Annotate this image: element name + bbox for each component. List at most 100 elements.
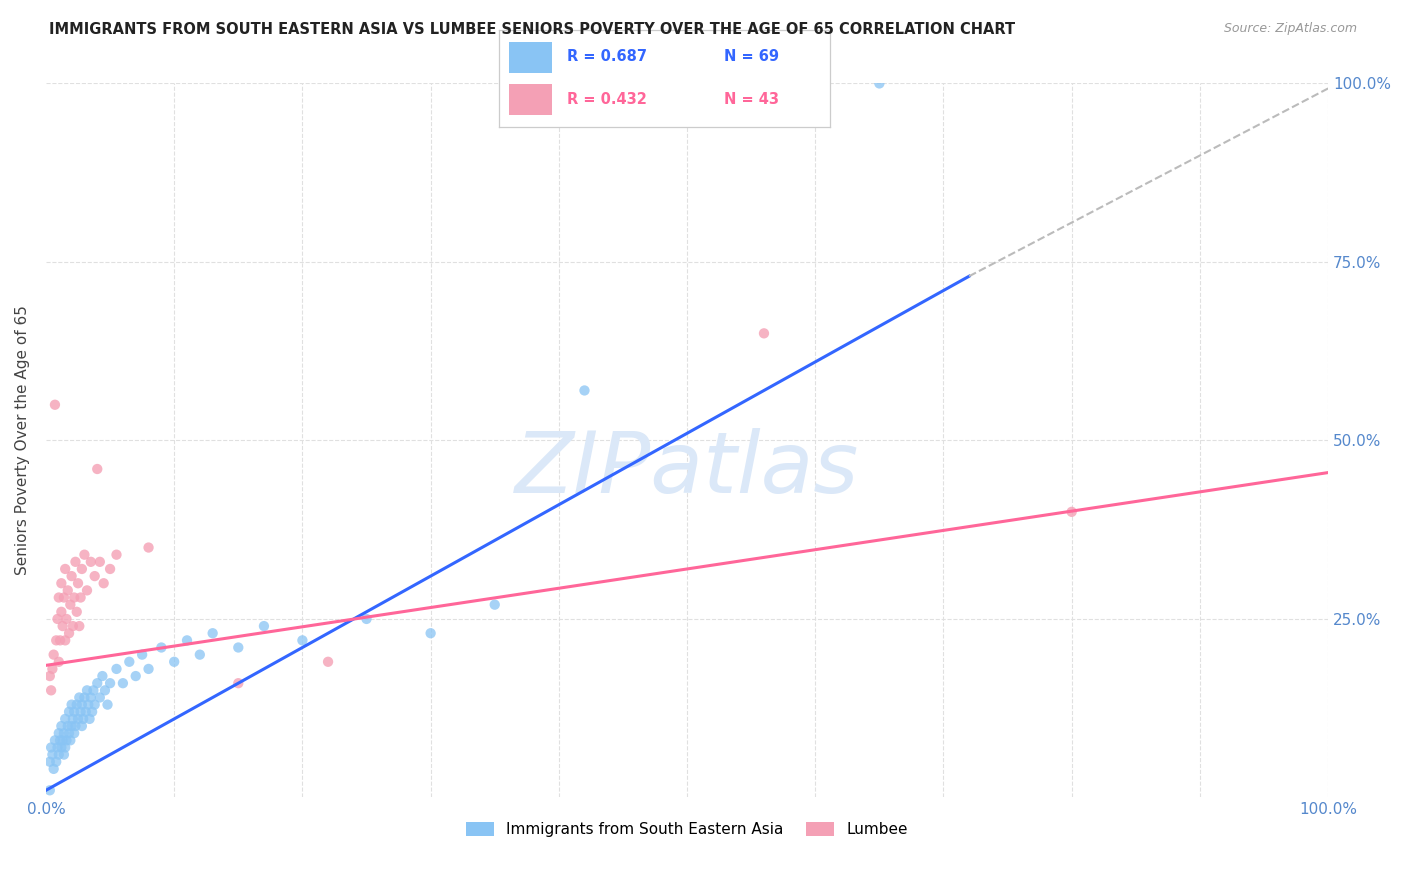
Point	[60, 719, 83, 733]
Point	[66, 576, 89, 591]
Point	[63, 591, 86, 605]
Point	[52, 733, 75, 747]
Y-axis label: Seniors Poverty Over the Age of 65: Seniors Poverty Over the Age of 65	[15, 305, 30, 575]
Point	[94, 683, 117, 698]
Point	[80, 690, 103, 705]
Point	[39, 683, 62, 698]
Point	[1060, 505, 1083, 519]
Point	[163, 655, 186, 669]
Point	[59, 598, 82, 612]
Point	[65, 555, 87, 569]
Point	[49, 633, 72, 648]
Point	[38, 669, 60, 683]
Point	[868, 77, 890, 91]
Point	[41, 747, 63, 762]
Point	[53, 712, 76, 726]
Point	[51, 576, 73, 591]
Point	[253, 619, 276, 633]
Point	[72, 712, 94, 726]
Point	[66, 698, 89, 712]
Point	[574, 384, 596, 398]
Point	[56, 583, 79, 598]
Point	[83, 698, 105, 712]
Point	[138, 541, 160, 555]
Text: ZIPatlas: ZIPatlas	[515, 427, 859, 510]
Point	[58, 705, 80, 719]
Point	[53, 740, 76, 755]
Text: N = 43: N = 43	[724, 92, 779, 107]
Point	[52, 619, 75, 633]
Point	[62, 712, 84, 726]
Point	[226, 676, 249, 690]
Point	[67, 619, 90, 633]
Point	[93, 576, 115, 591]
Point	[58, 626, 80, 640]
Point	[83, 569, 105, 583]
Point	[60, 698, 83, 712]
Point	[48, 591, 70, 605]
Point	[188, 648, 211, 662]
Point	[201, 626, 224, 640]
Point	[60, 569, 83, 583]
Text: IMMIGRANTS FROM SOUTH EASTERN ASIA VS LUMBEE SENIORS POVERTY OVER THE AGE OF 65 : IMMIGRANTS FROM SOUTH EASTERN ASIA VS LU…	[49, 22, 1015, 37]
Point	[89, 690, 111, 705]
Point	[66, 712, 89, 726]
Point	[79, 712, 101, 726]
Point	[752, 326, 775, 341]
Point	[48, 655, 70, 669]
Point	[52, 747, 75, 762]
Point	[51, 740, 73, 755]
Text: N = 69: N = 69	[724, 49, 779, 64]
Point	[76, 683, 98, 698]
Point	[53, 633, 76, 648]
Point	[48, 726, 70, 740]
Point	[41, 662, 63, 676]
Text: Source: ZipAtlas.com: Source: ZipAtlas.com	[1223, 22, 1357, 36]
Point	[38, 755, 60, 769]
Point	[42, 648, 65, 662]
Point	[51, 605, 73, 619]
Point	[55, 733, 77, 747]
Point	[73, 548, 96, 562]
Point	[69, 591, 91, 605]
Point	[484, 598, 506, 612]
Point	[70, 562, 93, 576]
Point	[226, 640, 249, 655]
Point	[419, 626, 441, 640]
Point	[42, 762, 65, 776]
Point	[316, 655, 339, 669]
Point	[150, 640, 173, 655]
Point	[44, 398, 66, 412]
FancyBboxPatch shape	[509, 42, 553, 73]
Point	[45, 755, 67, 769]
Point	[118, 655, 141, 669]
Point	[131, 648, 153, 662]
Point	[69, 705, 91, 719]
Point	[65, 719, 87, 733]
Point	[49, 733, 72, 747]
Legend: Immigrants from South Eastern Asia, Lumbee: Immigrants from South Eastern Asia, Lumb…	[460, 816, 914, 843]
Point	[45, 633, 67, 648]
Point	[96, 698, 118, 712]
Point	[176, 633, 198, 648]
Point	[56, 719, 79, 733]
Point	[66, 605, 89, 619]
Point	[105, 662, 128, 676]
Point	[51, 719, 73, 733]
Point	[105, 548, 128, 562]
Point	[125, 669, 148, 683]
Point	[59, 733, 82, 747]
Point	[356, 612, 378, 626]
FancyBboxPatch shape	[509, 84, 553, 115]
Point	[62, 619, 84, 633]
Point	[58, 726, 80, 740]
Point	[86, 462, 108, 476]
Point	[44, 733, 66, 747]
Point	[52, 726, 75, 740]
Point	[46, 740, 69, 755]
Point	[80, 555, 103, 569]
Point	[52, 591, 75, 605]
Point	[48, 747, 70, 762]
Point	[98, 562, 121, 576]
Point	[82, 705, 104, 719]
